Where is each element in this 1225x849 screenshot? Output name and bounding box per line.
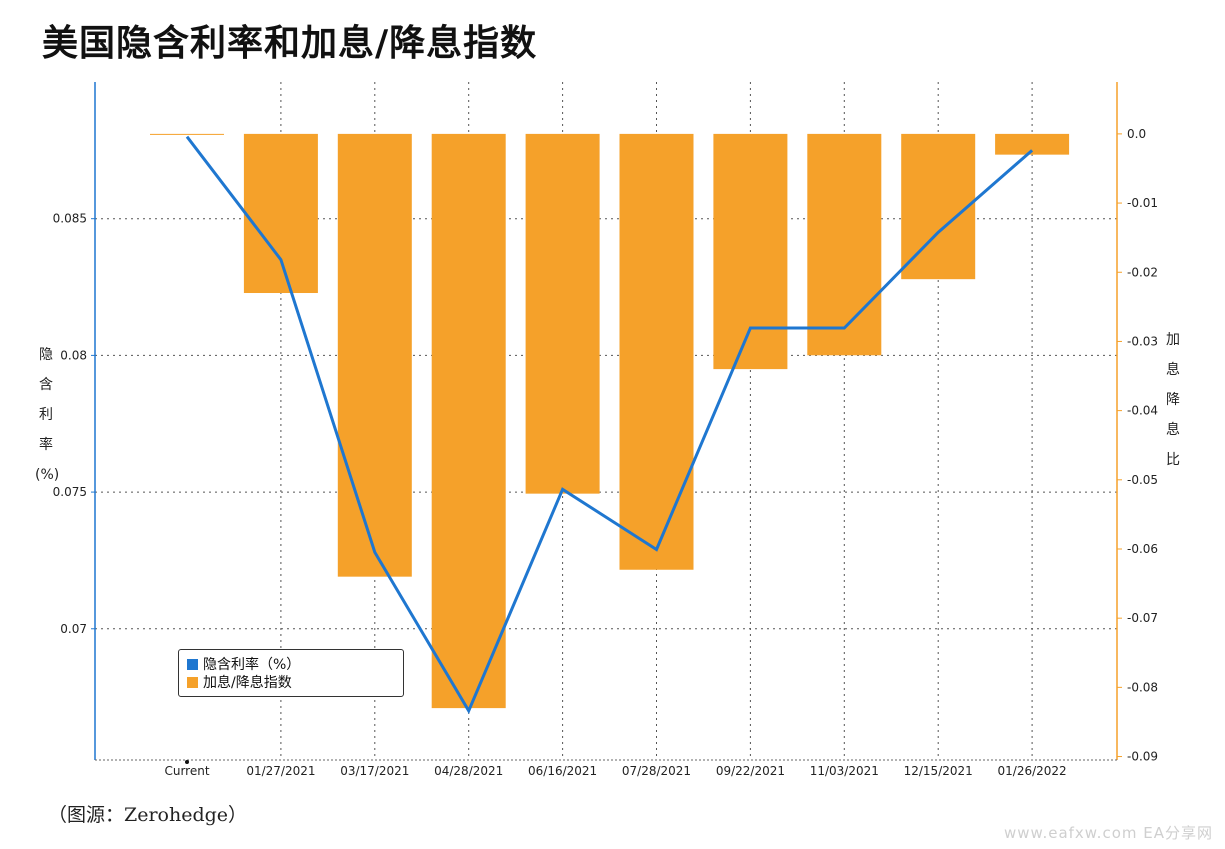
left-axis-label: 隐 含 利 率 (%) — [35, 340, 60, 490]
bar — [619, 133, 694, 570]
bar — [807, 133, 882, 356]
x-tick-label: 04/28/2021 — [434, 764, 503, 778]
left-tick-label: 0.07 — [60, 622, 87, 636]
bar — [901, 133, 976, 280]
axes — [91, 82, 1122, 764]
bar — [243, 133, 318, 294]
bar-series — [150, 133, 1070, 709]
x-tick-label: 01/26/2022 — [998, 764, 1067, 778]
x-tick-label: 09/22/2021 — [716, 764, 785, 778]
legend-swatch-orange — [187, 676, 198, 688]
right-tick-label: -0.08 — [1127, 680, 1158, 694]
right-axis-label-char: 降 — [1166, 392, 1180, 408]
line-series-path — [185, 135, 1034, 715]
x-tick-label: 12/15/2021 — [904, 764, 973, 778]
bar — [337, 133, 412, 577]
x-tick-label: Current — [164, 764, 209, 778]
x-tick-label: 07/28/2021 — [622, 764, 691, 778]
right-tick-label: -0.06 — [1127, 542, 1158, 556]
legend-label: 隐含利率（%） — [203, 657, 301, 673]
x-tick-label: 11/03/2021 — [810, 764, 879, 778]
left-axis-label-char: 率 — [39, 437, 53, 453]
right-axis-label-char: 息 — [1166, 422, 1180, 438]
right-axis-label: 加 息 降 息 比 — [1162, 325, 1184, 475]
source-note: （图源：Zerohedge） — [48, 804, 248, 826]
tick-labels: 0.07 0.075 0.08 0.085 0.0 -0.01 -0.02 -0.03 -0.0… — [53, 127, 1158, 778]
line-series — [185, 135, 1034, 715]
x-tick-label: 06/16/2021 — [528, 764, 597, 778]
watermark: www.eafxw.com EA分享网 — [1004, 824, 1213, 842]
right-tick-label: -0.01 — [1127, 196, 1158, 210]
right-axis-label-char: 息 — [1166, 362, 1180, 378]
left-axis-label-char: 隐 — [39, 347, 53, 363]
bar — [525, 133, 600, 494]
x-tick-label: 01/27/2021 — [246, 764, 315, 778]
right-tick-label: -0.02 — [1127, 265, 1158, 279]
right-axis-label-char: 比 — [1166, 452, 1180, 468]
legend-item-line: 隐含利率（%） — [187, 655, 403, 673]
left-axis-label-char: 含 — [39, 377, 53, 393]
right-tick-label: -0.09 — [1127, 750, 1158, 764]
bar — [995, 133, 1070, 155]
right-axis-label-char: 加 — [1166, 332, 1180, 348]
legend-swatch-blue — [187, 658, 198, 670]
right-tick-label: -0.03 — [1127, 334, 1158, 348]
right-tick-label: -0.04 — [1127, 404, 1158, 418]
bar — [150, 133, 224, 135]
legend-label: 加息/降息指数 — [203, 675, 292, 691]
legend: 隐含利率（%） 加息/降息指数 — [178, 649, 404, 697]
right-tick-label: 0.0 — [1127, 127, 1146, 141]
left-axis-label-char: (%) — [35, 467, 60, 483]
left-tick-label: 0.085 — [53, 212, 87, 226]
right-tick-label: -0.05 — [1127, 473, 1158, 487]
bar — [713, 133, 788, 370]
left-tick-label: 0.075 — [53, 485, 87, 499]
left-axis-label-char: 利 — [39, 407, 53, 423]
current-marker — [185, 760, 189, 764]
chart-title: 美国隐含利率和加息/降息指数 — [42, 23, 538, 64]
legend-item-bar: 加息/降息指数 — [187, 673, 403, 691]
bar — [431, 133, 506, 709]
x-tick-label: 03/17/2021 — [340, 764, 409, 778]
left-tick-label: 0.08 — [60, 348, 87, 362]
right-tick-label: -0.07 — [1127, 611, 1158, 625]
